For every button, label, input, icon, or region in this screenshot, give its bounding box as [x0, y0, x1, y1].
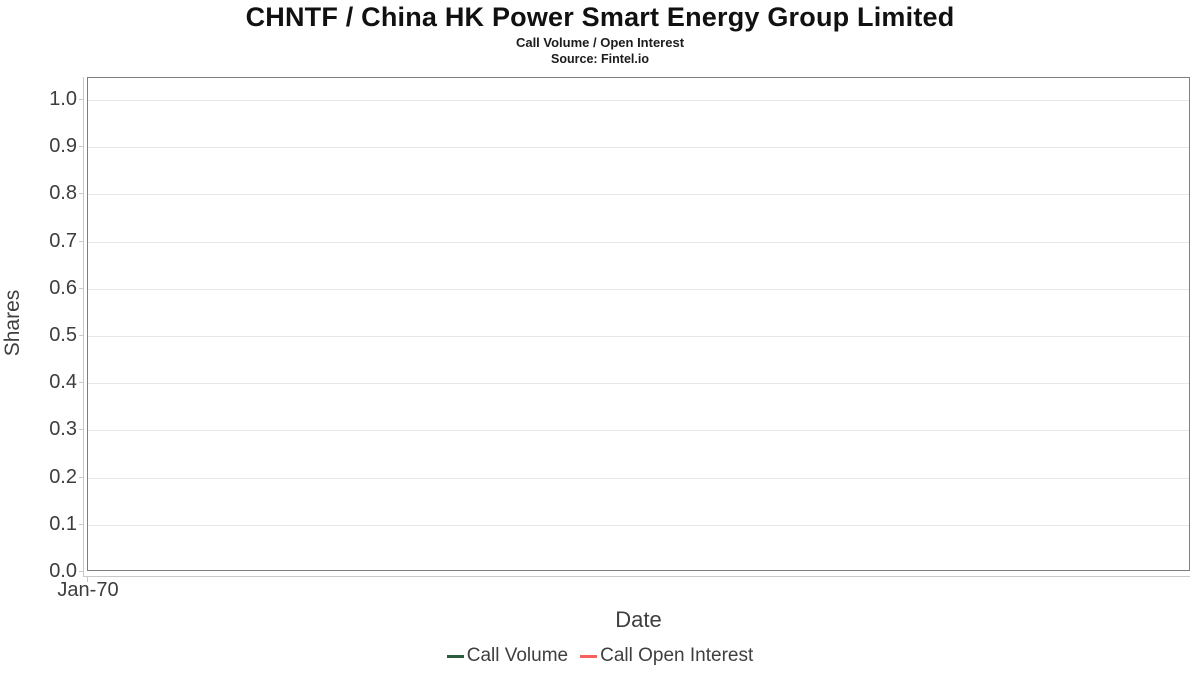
y-tick-label: 0.4	[49, 371, 77, 394]
legend-label: Call Volume	[466, 645, 569, 666]
chart-subtitle: Call Volume / Open Interest	[515, 35, 685, 50]
y-tick-mark	[79, 571, 84, 572]
y-tick-mark	[79, 429, 84, 431]
x-tick-label: Jan-70	[57, 579, 119, 601]
y-tick-mark	[79, 99, 84, 100]
y-tick-label: 0.3	[49, 418, 77, 441]
chart-source: Source: Fintel.io	[551, 52, 649, 66]
y-tick-mark	[79, 240, 84, 242]
y-tick-mark	[79, 287, 84, 289]
gridline	[88, 147, 1189, 149]
gridline	[88, 477, 1189, 479]
y-tick-mark	[79, 193, 84, 195]
gridline	[88, 524, 1189, 526]
gridline	[88, 430, 1189, 432]
gridline	[88, 194, 1189, 196]
x-axis-line	[83, 576, 1190, 577]
y-tick-label: 0.1	[49, 512, 77, 535]
gridline	[88, 241, 1189, 243]
plot-area	[87, 77, 1190, 571]
y-axis-line	[83, 77, 84, 577]
y-tick-label: 0.2	[49, 465, 77, 488]
legend-item-call-volume[interactable]: Call Volume	[446, 645, 569, 667]
x-axis-title: Date	[615, 607, 662, 632]
y-tick-label: 1.0	[49, 88, 77, 110]
y-tick-label: 0.8	[49, 182, 77, 205]
y-tick-mark	[79, 335, 84, 336]
y-tick-label: 0.9	[49, 135, 77, 158]
y-tick-mark	[79, 382, 84, 384]
y-tick-mark	[79, 146, 84, 148]
x-tick-mark	[87, 577, 88, 582]
legend-line-icon	[580, 654, 598, 658]
y-tick-label: 0.0	[49, 560, 77, 582]
y-tick-label: 0.6	[49, 276, 77, 299]
chart-title: CHNTF / China HK Power Smart Energy Grou…	[245, 2, 955, 32]
y-tick-mark	[79, 476, 84, 478]
gridline	[88, 336, 1189, 337]
legend-item-call-open-interest[interactable]: Call Open Interest	[580, 645, 753, 667]
legend-line-icon	[446, 654, 464, 658]
gridline	[88, 100, 1189, 101]
y-tick-label: 0.7	[49, 229, 77, 252]
y-tick-label: 0.5	[49, 324, 77, 346]
gridline	[88, 288, 1189, 290]
gridline	[88, 383, 1189, 385]
legend-label: Call Open Interest	[600, 645, 754, 666]
y-tick-mark	[79, 523, 84, 525]
legend: Call Volume Call Open Interest	[0, 645, 1200, 667]
